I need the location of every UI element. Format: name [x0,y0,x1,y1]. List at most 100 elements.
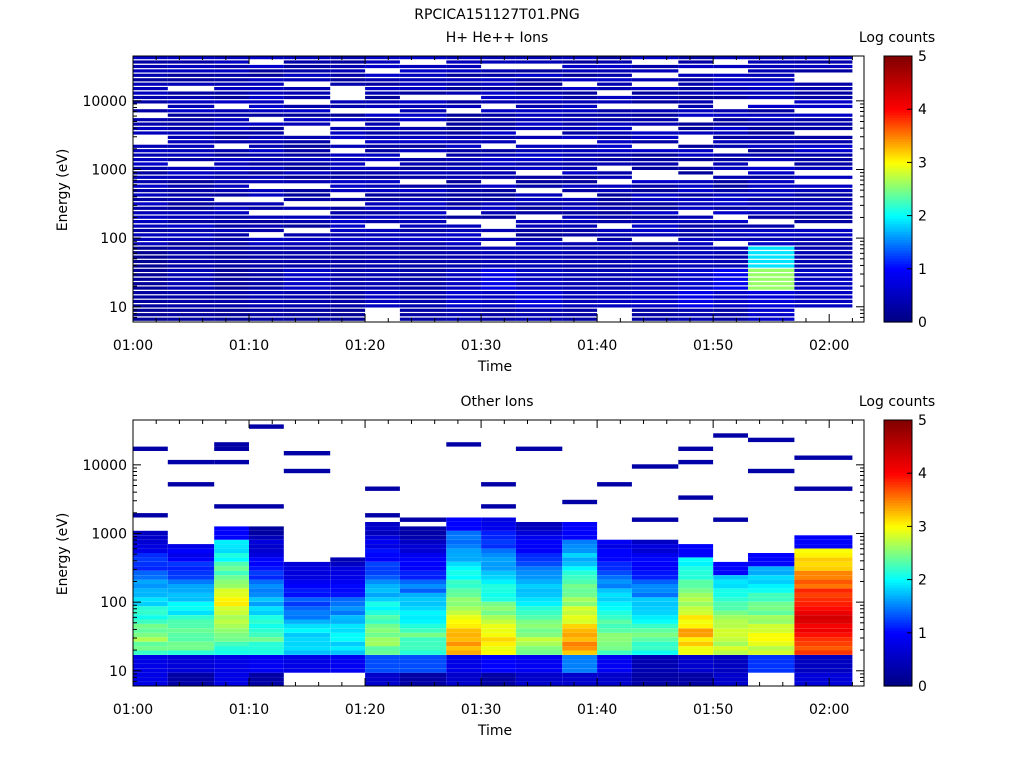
heatmap-cell [794,255,853,259]
heatmap-cell [748,144,795,148]
x-tick-label: 01:20 [345,702,385,718]
heatmap-cell [713,579,748,584]
heatmap-cell [249,56,284,60]
heatmap-cell [515,224,563,228]
heatmap-cell [794,668,853,673]
heatmap-cell [748,180,795,184]
heatmap-cell [167,215,215,219]
heatmap-cell [481,681,516,686]
heatmap-cell [748,153,795,157]
heatmap-cell [631,517,679,522]
heatmap-cell [597,681,632,686]
heatmap-cell [399,606,447,611]
heatmap-cell [481,255,516,259]
heatmap-cell [214,286,249,290]
heatmap-cell [249,242,284,246]
heatmap-cell [249,140,284,144]
heatmap-cell [515,308,563,312]
heatmap-cell [399,646,447,651]
heatmap-cell [399,69,447,73]
heatmap-cell [515,606,563,611]
heatmap-cell [794,87,853,91]
heatmap-cell [249,641,284,647]
heatmap-cell [713,313,748,317]
x-tick-label: 01:30 [461,702,501,718]
heatmap-cell [283,308,331,312]
heatmap-cell [446,539,482,545]
heatmap-cell [214,91,249,95]
heatmap-cell [713,623,748,629]
heatmap-cell [330,251,366,255]
heatmap-cell [794,561,853,567]
colorbar-swatch [884,459,912,464]
heatmap-cell [214,242,249,246]
heatmap-cell [133,126,168,131]
heatmap-cell [631,78,679,82]
colorbar-swatch [884,82,912,86]
colorbar-swatch [884,627,912,631]
heatmap-cell [283,197,331,202]
heatmap-cell [631,233,679,237]
heatmap-cell [481,553,516,558]
heatmap-cell [515,184,563,188]
heatmap-cell [399,601,447,607]
heatmap-cell [678,570,714,576]
heatmap-cell [631,295,679,299]
heatmap-cell [794,166,853,170]
colorbar-swatch [884,632,912,637]
heatmap-cell [365,632,400,638]
heatmap-cell [133,313,168,317]
colorbar-swatch [884,101,912,105]
heatmap-cell [678,122,714,126]
heatmap-cell [562,650,598,655]
heatmap-cell [167,610,215,615]
heatmap-cell [399,637,447,642]
heatmap-cell [713,118,748,122]
heatmap-cell [631,264,679,268]
heatmap-cell [446,277,482,281]
heatmap-cell [330,126,366,131]
heatmap-cell [597,264,632,268]
heatmap-cell [794,184,853,188]
heatmap-cell [167,100,215,104]
heatmap-cell [249,663,284,669]
heatmap-cell [515,206,563,210]
heatmap-cell [330,570,366,576]
colorbar-swatch [884,449,912,453]
heatmap-cell [515,162,563,166]
heatmap-cell [794,601,853,607]
heatmap-cell [365,592,400,598]
heatmap-cell [365,118,400,122]
heatmap-cell [515,566,563,571]
heatmap-cell [748,308,795,312]
heatmap-cell [214,64,249,69]
heatmap-cell [399,592,447,598]
heatmap-cell [446,623,482,629]
heatmap-cell [365,553,400,558]
heatmap-cell [446,166,482,170]
heatmap-cell [794,570,853,576]
heatmap-cell [562,171,598,175]
heatmap-cell [562,522,598,527]
heatmap-cell [562,153,598,157]
heatmap-cell [399,211,447,215]
heatmap-cell [283,579,331,584]
heatmap-cell [678,495,714,500]
heatmap-cell [562,64,598,69]
heatmap-cell [167,69,215,73]
heatmap-cell [399,255,447,259]
heatmap-cell [678,91,714,95]
colorbar-swatch [884,122,912,126]
heatmap-cell [330,56,366,60]
heatmap-cell [515,632,563,638]
heatmap-cell [748,109,795,113]
heatmap-cell [283,87,331,91]
heatmap-cell [794,126,853,131]
heatmap-cell [283,73,331,77]
heatmap-cell [713,566,748,571]
heatmap-cell [133,641,168,647]
heatmap-cell [515,304,563,308]
heatmap-cell [631,140,679,144]
heatmap-cell [631,588,679,593]
heatmap-cell [631,273,679,277]
